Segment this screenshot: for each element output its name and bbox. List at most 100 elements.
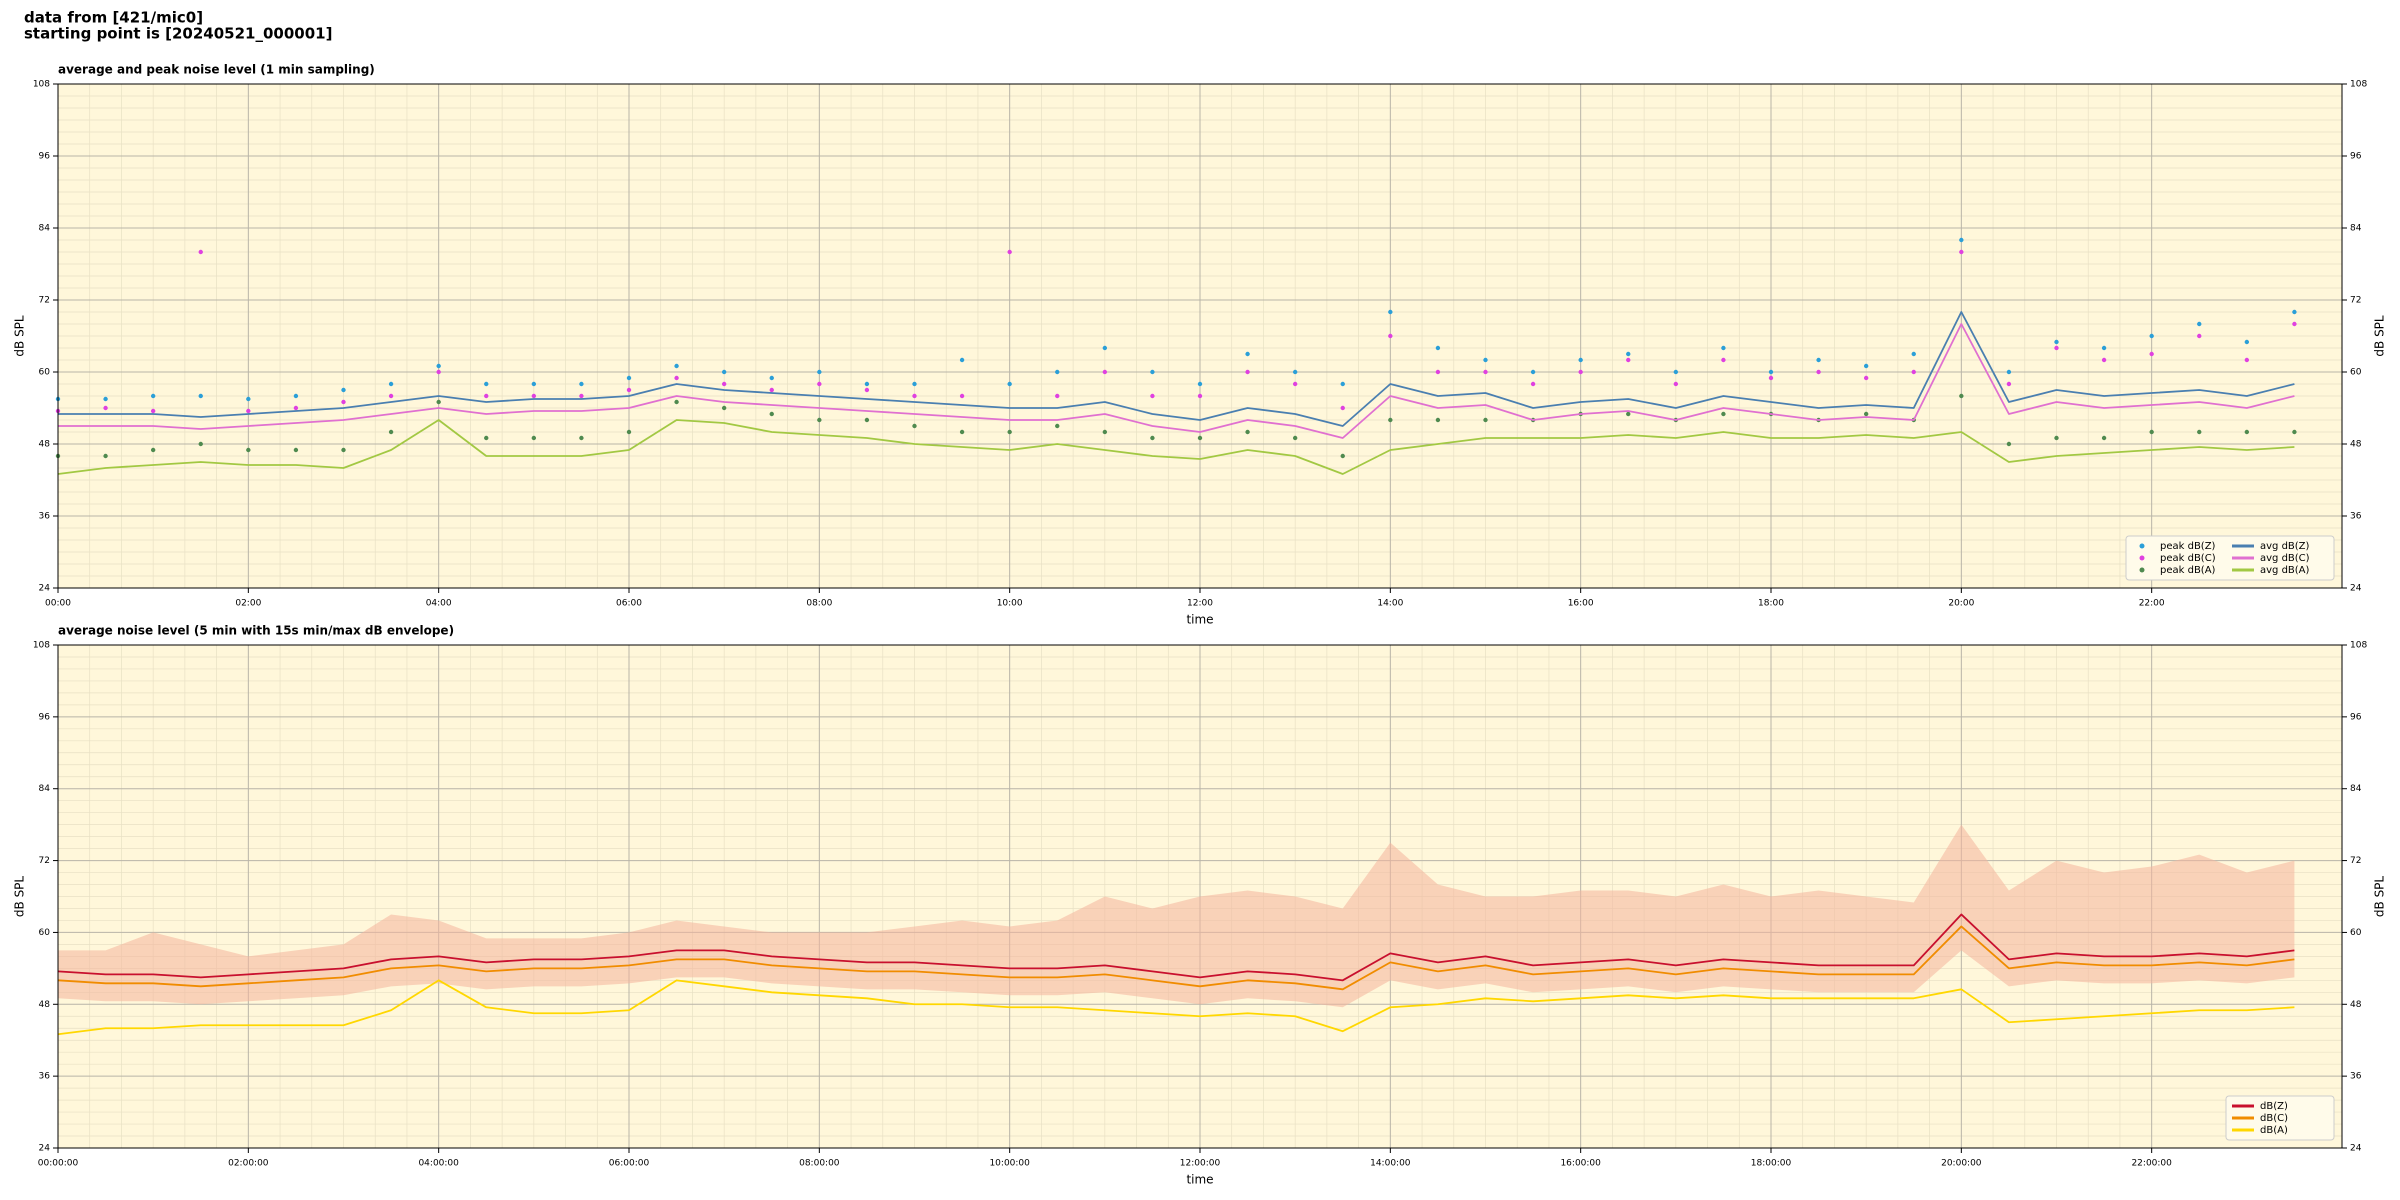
- peak-point: [1340, 405, 1345, 411]
- y-tick-label: 36: [39, 512, 51, 522]
- peak-point: [2197, 333, 2202, 339]
- peak-point: [150, 447, 156, 453]
- peak-point: [2006, 381, 2012, 387]
- peak-point: [531, 381, 537, 387]
- peak-point: [864, 387, 870, 393]
- peak-point: [436, 399, 441, 405]
- header-line: starting point is [20240521_000001]: [24, 25, 332, 43]
- peak-point: [1816, 369, 1821, 375]
- y-tick-label: 48: [2350, 440, 2362, 450]
- peak-point: [817, 381, 822, 387]
- peak-point: [531, 393, 537, 399]
- peak-point: [436, 369, 441, 375]
- peak-point: [1102, 429, 1108, 435]
- peak-point: [1055, 369, 1060, 375]
- peak-point: [1863, 363, 1869, 369]
- peak-point: [103, 405, 108, 411]
- peak-point: [1530, 381, 1536, 387]
- legend-label: avg dB(Z): [2260, 541, 2310, 552]
- peak-point: [721, 381, 727, 387]
- y-tick-label: 60: [39, 928, 51, 938]
- y-tick-label: 24: [2350, 1144, 2362, 1154]
- peak-point: [2197, 321, 2202, 327]
- peak-point: [817, 417, 822, 423]
- legend-label: dB(A): [2260, 1125, 2288, 1136]
- peak-point: [959, 393, 965, 399]
- peak-point: [1816, 357, 1821, 363]
- y-tick-label: 108: [2350, 641, 2367, 651]
- y-axis-label: dB SPL: [2373, 315, 2387, 357]
- x-axis-label: time: [1186, 1173, 1213, 1187]
- peak-point: [579, 435, 584, 441]
- peak-point: [388, 393, 394, 399]
- peak-point: [1768, 369, 1774, 375]
- x-tick-label: 10:00: [997, 599, 1023, 609]
- legend-marker: [2139, 555, 2145, 561]
- peak-point: [1150, 393, 1155, 399]
- y-tick-label: 24: [39, 1144, 51, 1154]
- x-tick-label: 16:00: [1568, 599, 1594, 609]
- peak-point: [2101, 345, 2107, 351]
- peak-point: [2292, 321, 2297, 327]
- peak-point: [2006, 441, 2012, 447]
- x-tick-label: 08:00: [806, 599, 832, 609]
- peak-point: [579, 393, 584, 399]
- peak-point: [388, 429, 394, 435]
- y-tick-label: 96: [2350, 712, 2362, 722]
- y-axis-label: dB SPL: [13, 315, 27, 357]
- envelope-band: [58, 824, 2295, 1008]
- peak-point: [1292, 381, 1298, 387]
- peak-point: [150, 393, 156, 399]
- peak-point: [1673, 381, 1679, 387]
- peak-point: [626, 375, 632, 381]
- peak-point: [1340, 453, 1345, 459]
- y-axis-label: dB SPL: [13, 876, 27, 918]
- y-tick-label: 60: [39, 368, 51, 378]
- peak-point: [341, 399, 346, 405]
- y-tick-label: 96: [2350, 152, 2362, 162]
- y-tick-label: 60: [2350, 928, 2362, 938]
- x-tick-label: 04:00:00: [418, 1159, 459, 1169]
- peak-point: [674, 375, 679, 381]
- peak-point: [1578, 357, 1583, 363]
- x-tick-label: 06:00: [616, 599, 642, 609]
- peak-point: [484, 393, 489, 399]
- legend-label: avg dB(C): [2260, 553, 2310, 564]
- x-tick-label: 10:00:00: [989, 1159, 1030, 1169]
- peak-point: [531, 435, 537, 441]
- peak-point: [2149, 429, 2154, 435]
- legend-label: dB(C): [2260, 1113, 2288, 1124]
- peak-point: [1911, 369, 1916, 375]
- y-tick-label: 48: [39, 440, 51, 450]
- peak-point: [2006, 369, 2012, 375]
- peak-point: [1245, 351, 1250, 357]
- y-tick-label: 96: [39, 152, 51, 162]
- peak-point: [103, 453, 108, 459]
- peak-point: [293, 447, 299, 453]
- peak-point: [864, 417, 870, 423]
- peak-point: [1673, 369, 1679, 375]
- peak-point: [912, 423, 917, 429]
- peak-point: [198, 249, 203, 255]
- peak-point: [1388, 417, 1393, 423]
- peak-point: [198, 441, 203, 447]
- y-tick-label: 48: [39, 1000, 51, 1010]
- peak-point: [1483, 369, 1488, 375]
- legend-label: avg dB(A): [2260, 565, 2310, 576]
- peak-point: [484, 435, 489, 441]
- series-line: [57, 925, 2295, 991]
- peak-point: [484, 381, 489, 387]
- y-tick-label: 48: [2350, 1000, 2362, 1010]
- peak-point: [959, 357, 965, 363]
- legend-label: dB(Z): [2260, 1101, 2288, 1112]
- peak-point: [721, 369, 727, 375]
- header-line: data from [421/mic0]: [24, 9, 203, 27]
- x-tick-label: 02:00:00: [228, 1159, 269, 1169]
- x-tick-label: 18:00: [1758, 599, 1784, 609]
- peak-point: [1292, 435, 1298, 441]
- y-tick-label: 36: [2350, 1072, 2362, 1082]
- x-tick-label: 20:00: [1948, 599, 1974, 609]
- peak-point: [341, 447, 346, 453]
- peak-point: [293, 393, 299, 399]
